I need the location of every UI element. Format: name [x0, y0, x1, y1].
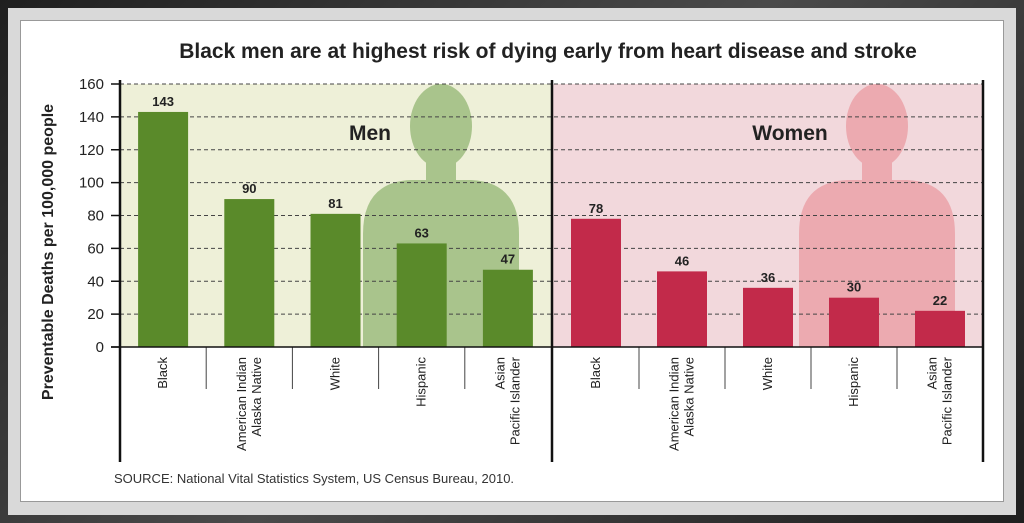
- bar-women-0: [571, 218, 621, 347]
- bar-women-4: [915, 310, 965, 347]
- category-label: Black: [155, 357, 170, 389]
- y-tick-label: 0: [96, 339, 104, 356]
- category-label: American IndianAlaska Native: [667, 357, 697, 451]
- chart-title: Black men are at highest risk of dying e…: [179, 40, 917, 63]
- y-tick-label: 100: [79, 175, 104, 192]
- value-label: 143: [152, 94, 174, 109]
- silhouette-neck: [426, 159, 456, 183]
- group-label-women: Women: [752, 122, 827, 145]
- y-tick-label: 60: [87, 240, 104, 257]
- value-label: 30: [847, 280, 861, 295]
- value-label: 90: [242, 181, 256, 196]
- value-label: 63: [414, 225, 428, 240]
- y-axis-label: Preventable Deaths per 100,000 people: [40, 104, 57, 400]
- y-tick-label: 160: [79, 76, 104, 93]
- bar-women-2: [743, 287, 793, 347]
- y-tick-label: 140: [79, 109, 104, 126]
- category-label: Hispanic: [846, 357, 861, 407]
- group-label-men: Men: [349, 122, 391, 145]
- category-label: American IndianAlaska Native: [234, 357, 264, 451]
- value-label: 36: [761, 270, 775, 285]
- bar-women-3: [829, 297, 879, 347]
- value-label: 81: [328, 196, 342, 211]
- value-label: 22: [933, 293, 947, 308]
- silhouette-head: [846, 84, 908, 168]
- value-label: 46: [675, 253, 689, 268]
- bar-men-1: [224, 199, 275, 347]
- silhouette-head: [410, 84, 472, 168]
- category-label: Black: [588, 357, 603, 389]
- value-label: 78: [589, 201, 603, 216]
- bar-men-0: [138, 111, 189, 347]
- y-tick-label: 40: [87, 273, 104, 290]
- source-note: SOURCE: National Vital Statistics System…: [114, 471, 514, 486]
- silhouette-neck: [862, 159, 892, 183]
- bar-women-1: [657, 271, 707, 347]
- value-label: 47: [501, 252, 515, 267]
- category-label: White: [760, 357, 775, 390]
- category-label: AsianPacific Islander: [925, 356, 955, 445]
- bar-men-4: [482, 269, 533, 347]
- bar-men-2: [310, 213, 361, 347]
- y-tick-label: 20: [87, 306, 104, 323]
- y-tick-label: 120: [79, 142, 104, 159]
- category-label: White: [328, 357, 343, 390]
- bar-men-3: [396, 243, 447, 347]
- y-tick-label: 80: [87, 208, 104, 225]
- category-label: AsianPacific Islander: [492, 356, 522, 445]
- category-label: Hispanic: [414, 357, 429, 407]
